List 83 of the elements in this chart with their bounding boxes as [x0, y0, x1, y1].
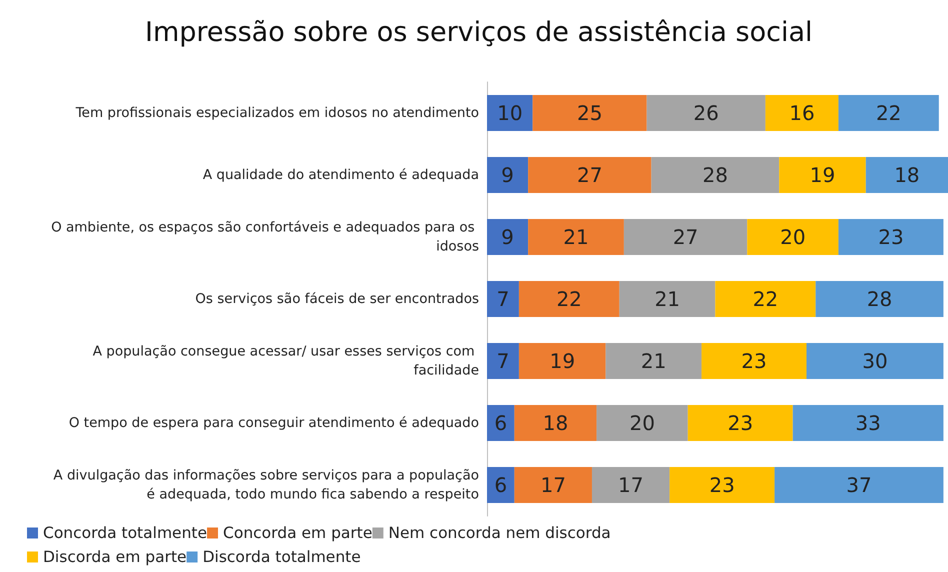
bar	[779, 157, 866, 193]
bar	[646, 95, 766, 131]
bar	[838, 95, 939, 131]
bar	[487, 157, 528, 193]
chart-title: Impressão sobre os serviços de assistência social	[145, 17, 813, 48]
bar	[806, 343, 944, 379]
data-label: 17	[540, 473, 566, 497]
bar	[688, 405, 793, 441]
data-label: 33	[855, 411, 881, 435]
bar	[514, 467, 592, 503]
data-label: 9	[501, 225, 514, 249]
data-label: 22	[752, 287, 778, 311]
bar	[651, 157, 780, 193]
bar	[670, 467, 775, 503]
bar	[487, 405, 514, 441]
bar	[487, 467, 514, 503]
y-tick-label: A população consegue acessar/ usar esses serviços com facilidade	[92, 344, 479, 378]
bar	[747, 219, 838, 255]
data-label: 6	[494, 473, 508, 497]
data-label: 21	[654, 287, 680, 311]
data-label: 9	[501, 163, 514, 187]
data-label: 6	[494, 411, 508, 435]
bar	[518, 281, 620, 317]
legend-label: Discorda em parte	[43, 548, 187, 566]
data-label: 18	[542, 411, 568, 435]
bar	[792, 405, 944, 441]
bar	[528, 219, 624, 255]
data-label: 7	[496, 349, 510, 373]
bar	[518, 343, 606, 379]
bar	[487, 219, 528, 255]
data-label: 30	[862, 349, 888, 373]
y-tick-label: A qualidade do atendimento é adequada	[202, 167, 479, 183]
bar	[487, 281, 519, 317]
bar	[765, 95, 838, 131]
y-tick-label: O ambiente, os espaços são confortáveis e adequados para os idosos	[51, 220, 479, 254]
bar	[816, 281, 944, 317]
data-label: 27	[672, 225, 698, 249]
data-label: 21	[563, 225, 589, 249]
data-label: 20	[780, 225, 806, 249]
bar	[532, 95, 647, 131]
data-label: 19	[810, 163, 836, 187]
data-label: 27	[576, 163, 602, 187]
data-label: 37	[846, 473, 872, 497]
bar	[774, 467, 944, 503]
data-label: 23	[709, 473, 735, 497]
data-label: 22	[876, 101, 902, 125]
data-label: 28	[866, 287, 892, 311]
bar	[624, 219, 748, 255]
bar	[528, 157, 652, 193]
y-tick-label: O tempo de espera para conseguir atendimento é adequado	[68, 415, 479, 431]
data-label: 22	[556, 287, 582, 311]
data-label: 21	[640, 349, 666, 373]
bar	[487, 343, 519, 379]
data-label: 26	[693, 101, 719, 125]
data-label: 20	[629, 411, 655, 435]
legend-label: Concorda em parte	[223, 524, 372, 542]
y-tick-label: Os serviços são fáceis de ser encontrados	[195, 291, 479, 307]
data-label: 7	[496, 287, 510, 311]
y-tick-label: A divulgação das informações sobre serviços para a população é adequada, todo mundo fica sabendo a respeito	[53, 468, 479, 502]
data-label: 16	[789, 101, 815, 125]
bar	[592, 467, 670, 503]
data-label: 23	[741, 349, 767, 373]
bar	[715, 281, 816, 317]
bar	[702, 343, 807, 379]
data-label: 17	[618, 473, 644, 497]
bar	[606, 343, 702, 379]
data-label: 10	[497, 101, 523, 125]
legend-label: Discorda totalmente	[202, 548, 361, 566]
bar	[487, 95, 533, 131]
legend-label: Nem concorda nem discorda	[388, 524, 611, 542]
data-label: 18	[894, 163, 920, 187]
bar	[838, 219, 944, 255]
data-label: 28	[702, 163, 728, 187]
data-label: 23	[878, 225, 904, 249]
bar	[514, 405, 597, 441]
data-label: 19	[550, 349, 576, 373]
bar	[866, 157, 948, 193]
legend-label: Concorda totalmente	[43, 524, 208, 542]
bar	[619, 281, 716, 317]
data-label: 23	[728, 411, 754, 435]
bar	[596, 405, 688, 441]
y-tick-label: Tem profissionais especializados em idosos no atendimento	[74, 105, 479, 121]
data-label: 25	[576, 101, 602, 125]
